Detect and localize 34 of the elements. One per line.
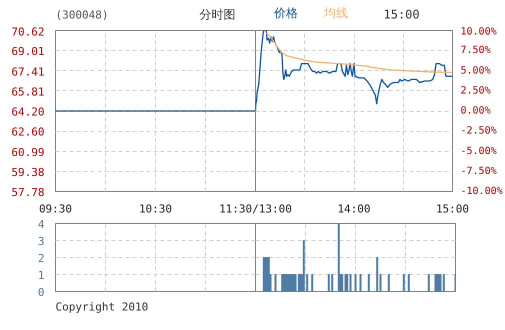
y-tick-label: 0 bbox=[38, 286, 44, 299]
series-label: 价格 bbox=[274, 4, 298, 22]
y-tick-label: 4 bbox=[38, 218, 45, 231]
text: -2.50% bbox=[460, 126, 497, 137]
text: -10.00% bbox=[460, 186, 503, 197]
chart-title: 分时图 bbox=[200, 7, 236, 22]
text: 7.50% bbox=[460, 45, 491, 56]
text: -7.50% bbox=[460, 166, 497, 177]
y-tick-label: 62.60 bbox=[11, 126, 45, 139]
text: 2.50% bbox=[460, 85, 491, 96]
text: Copyright 2010 bbox=[56, 300, 148, 314]
y-tick-label: 3 bbox=[38, 235, 44, 248]
y-tick-label: 67.41 bbox=[11, 65, 45, 78]
x-tick-label: 15:00 bbox=[436, 202, 470, 216]
text: 0.00% bbox=[460, 106, 491, 116]
x-tick-label: 10:30 bbox=[138, 202, 172, 216]
y-tick-label: 60.99 bbox=[11, 146, 45, 159]
x-tick-label: 14:00 bbox=[337, 202, 371, 216]
text: 均线 bbox=[324, 4, 348, 22]
text: 5.00% bbox=[460, 65, 491, 76]
y-tick-label: 70.62 bbox=[11, 26, 45, 38]
y-tick-label: 69.01 bbox=[11, 45, 45, 58]
x-tick-label: 09:30 bbox=[38, 202, 72, 216]
text: 10.00% bbox=[460, 26, 497, 38]
y-tick-label: 65.81 bbox=[11, 85, 45, 98]
y-tick-label: 1 bbox=[38, 269, 44, 282]
x-tick-label: 11:30/13:00 bbox=[219, 202, 292, 216]
chart-subtitle: (300048) bbox=[56, 8, 108, 22]
y-tick-label: 57.78 bbox=[11, 186, 45, 199]
y-tick-label: 2 bbox=[38, 252, 44, 265]
y-tick-label: 64.20 bbox=[11, 106, 45, 118]
text: 15:00 bbox=[384, 7, 420, 22]
y-tick-label: 59.38 bbox=[11, 166, 45, 179]
text: -5.00% bbox=[460, 146, 497, 157]
